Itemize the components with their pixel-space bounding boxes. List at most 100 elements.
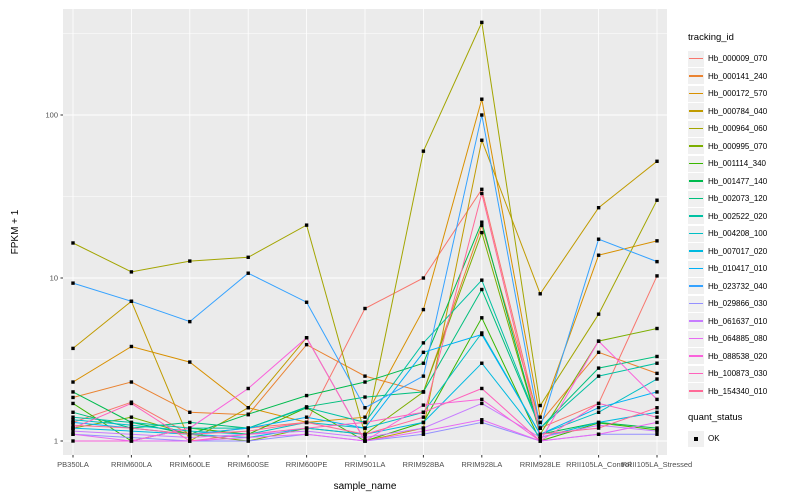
- legend-item: Hb_100873_030: [688, 365, 800, 383]
- data-point: [480, 316, 484, 320]
- data-point: [363, 395, 367, 399]
- data-point: [363, 439, 367, 443]
- data-point: [655, 415, 659, 419]
- legend-item-label: Hb_064885_080: [708, 334, 768, 344]
- data-point: [421, 350, 426, 355]
- data-point: [188, 439, 192, 443]
- data-point: [129, 299, 134, 303]
- data-point: [363, 306, 367, 311]
- data-point: [71, 390, 75, 394]
- legend-item-label: Hb_001114_340: [708, 159, 766, 169]
- legend-swatch-line: [689, 145, 703, 147]
- data-point: [421, 149, 426, 153]
- data-point: [71, 432, 75, 436]
- data-point: [655, 426, 659, 430]
- legend-key: [688, 278, 704, 295]
- data-point: [596, 374, 601, 378]
- data-point: [655, 397, 659, 402]
- data-point: [71, 395, 75, 400]
- legend-item: Hb_000172_570: [688, 85, 800, 103]
- data-point: [655, 371, 659, 376]
- data-point: [304, 429, 309, 433]
- data-point: [71, 281, 75, 285]
- legend-title: tracking_id: [688, 32, 734, 43]
- x-axis-title: sample_name: [333, 481, 397, 492]
- legend-key: [688, 173, 704, 190]
- quant-legend-item: OK: [688, 430, 800, 448]
- data-point: [246, 271, 250, 275]
- data-point: [129, 432, 134, 436]
- legend-item-label: Hb_000009_070: [708, 54, 768, 64]
- data-point: [655, 239, 659, 243]
- data-point: [129, 420, 134, 425]
- data-point: [363, 426, 367, 430]
- axis-tick-label-x: RRIM928LE: [520, 460, 561, 469]
- legend-key: [688, 68, 704, 85]
- data-point: [596, 432, 601, 436]
- data-point: [538, 420, 542, 425]
- legend-key: [688, 85, 704, 102]
- data-point: [480, 220, 484, 224]
- data-point: [421, 374, 426, 378]
- legend-swatch-line: [689, 285, 703, 287]
- legend-swatch-line: [689, 197, 703, 200]
- data-point: [129, 270, 134, 274]
- data-point: [655, 429, 659, 433]
- data-point: [421, 420, 426, 425]
- data-point: [655, 390, 659, 394]
- legend-key: [688, 348, 704, 365]
- data-point: [596, 420, 601, 425]
- data-point: [480, 332, 484, 337]
- axis-tick-label-x: RRIM600LE: [169, 460, 210, 469]
- data-point: [655, 274, 659, 278]
- data-point: [538, 432, 542, 436]
- data-point: [129, 344, 134, 349]
- data-point: [480, 278, 484, 282]
- data-point: [538, 292, 542, 296]
- axis-tick-label-x: RRIM600PE: [286, 460, 328, 469]
- legend-item: Hb_004208_100: [688, 225, 800, 243]
- data-point: [363, 380, 367, 384]
- data-point: [129, 439, 134, 443]
- data-point: [304, 300, 309, 304]
- data-point: [655, 432, 659, 436]
- legend-key: [688, 190, 704, 207]
- data-point: [655, 159, 659, 163]
- data-point: [596, 205, 601, 210]
- data-point: [71, 429, 75, 433]
- legend-swatch-line: [689, 355, 703, 357]
- data-point: [304, 393, 309, 398]
- legend-item-label: Hb_029866_030: [708, 299, 768, 309]
- data-point: [480, 418, 484, 422]
- point-swatch: [694, 436, 698, 441]
- data-point: [129, 435, 134, 440]
- data-point: [480, 287, 484, 292]
- data-point: [188, 420, 192, 425]
- data-point: [480, 20, 484, 25]
- data-point: [188, 259, 192, 263]
- data-point: [246, 432, 250, 436]
- data-point: [596, 339, 601, 343]
- data-point: [655, 354, 659, 359]
- data-point: [304, 432, 309, 436]
- quant-legend-item-label: OK: [708, 434, 720, 444]
- data-point: [304, 406, 309, 410]
- legend-item-label: Hb_004208_100: [708, 229, 768, 239]
- quant-legend: quant_status OK: [688, 412, 800, 448]
- legend-swatch-line: [689, 57, 703, 60]
- data-point: [538, 403, 542, 408]
- legend-item: Hb_001477_140: [688, 173, 800, 191]
- legend-item: Hb_000141_240: [688, 68, 800, 86]
- data-point: [246, 386, 250, 391]
- legend-item: Hb_002073_120: [688, 190, 800, 208]
- legend-item-label: Hb_001477_140: [708, 176, 768, 186]
- data-point: [129, 426, 134, 430]
- data-point: [188, 435, 192, 440]
- legend-item-label: Hb_000995_070: [708, 141, 768, 151]
- data-point: [596, 350, 601, 355]
- data-point: [304, 426, 309, 430]
- data-point: [246, 439, 250, 443]
- data-point: [71, 401, 75, 406]
- data-point: [188, 429, 192, 433]
- legend-item-label: Hb_000172_570: [708, 89, 768, 99]
